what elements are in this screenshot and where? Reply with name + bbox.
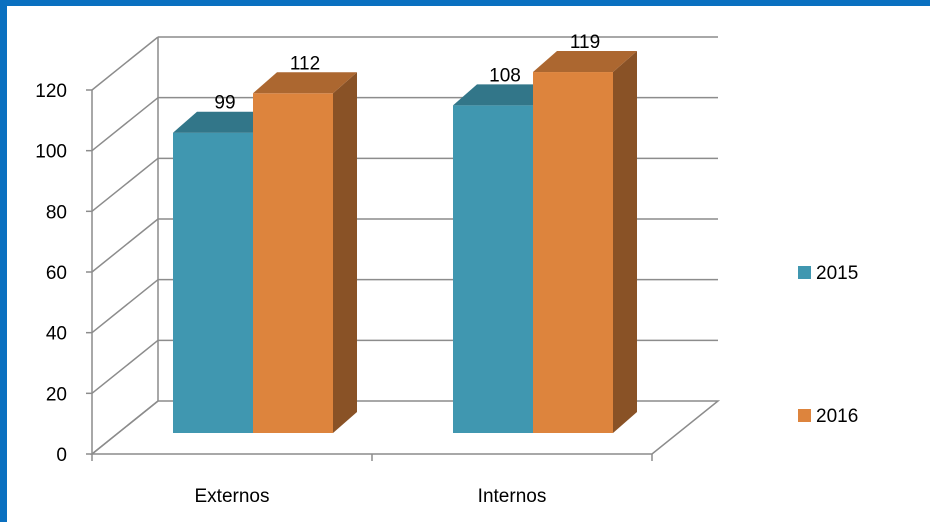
side-wall-gridline [91, 157, 159, 212]
bar-front [173, 132, 253, 433]
y-tick-label: 40 [46, 324, 67, 345]
side-wall-gridline [91, 36, 159, 91]
y-tick-label: 0 [56, 445, 67, 466]
y-tick-label: 100 [35, 142, 67, 163]
y-tick-label: 60 [46, 263, 67, 284]
side-wall-gridline [91, 339, 159, 394]
side-wall-gridline [91, 97, 159, 152]
bars [173, 51, 637, 434]
side-wall-gridline [91, 279, 159, 334]
data-label: 108 [489, 65, 521, 86]
bar-front [533, 72, 613, 434]
y-tick-label: 20 [46, 384, 67, 405]
bar-front [253, 93, 333, 434]
data-label: 99 [214, 93, 235, 114]
axes: 0 20 40 60 80 100 120 Externos Internos [35, 81, 653, 507]
data-label: 119 [570, 32, 600, 53]
bar-side [613, 51, 637, 434]
bar-top [253, 72, 357, 94]
legend-label: 2016 [816, 406, 858, 427]
legend: 2015 2016 [798, 263, 858, 427]
y-tick-label: 120 [35, 81, 67, 102]
x-category-label: Internos [478, 486, 547, 507]
legend-swatch [798, 409, 811, 422]
legend-swatch [798, 266, 811, 279]
bar-top [533, 51, 637, 73]
bar-front [453, 105, 533, 434]
bar-top [173, 111, 277, 133]
side-wall-gridline [91, 218, 159, 273]
y-tick-label: 80 [46, 202, 67, 223]
bar-chart-3d: 0 20 40 60 80 100 120 Externos Internos 99 112 108… [35, 32, 858, 507]
data-label: 112 [290, 53, 320, 74]
side-wall-gridline [91, 400, 159, 455]
bar-side [333, 72, 357, 434]
data-labels: 99 112 108 119 [214, 32, 600, 114]
bar-top [453, 84, 557, 106]
legend-label: 2015 [816, 263, 858, 284]
x-category-label: Externos [195, 486, 270, 507]
